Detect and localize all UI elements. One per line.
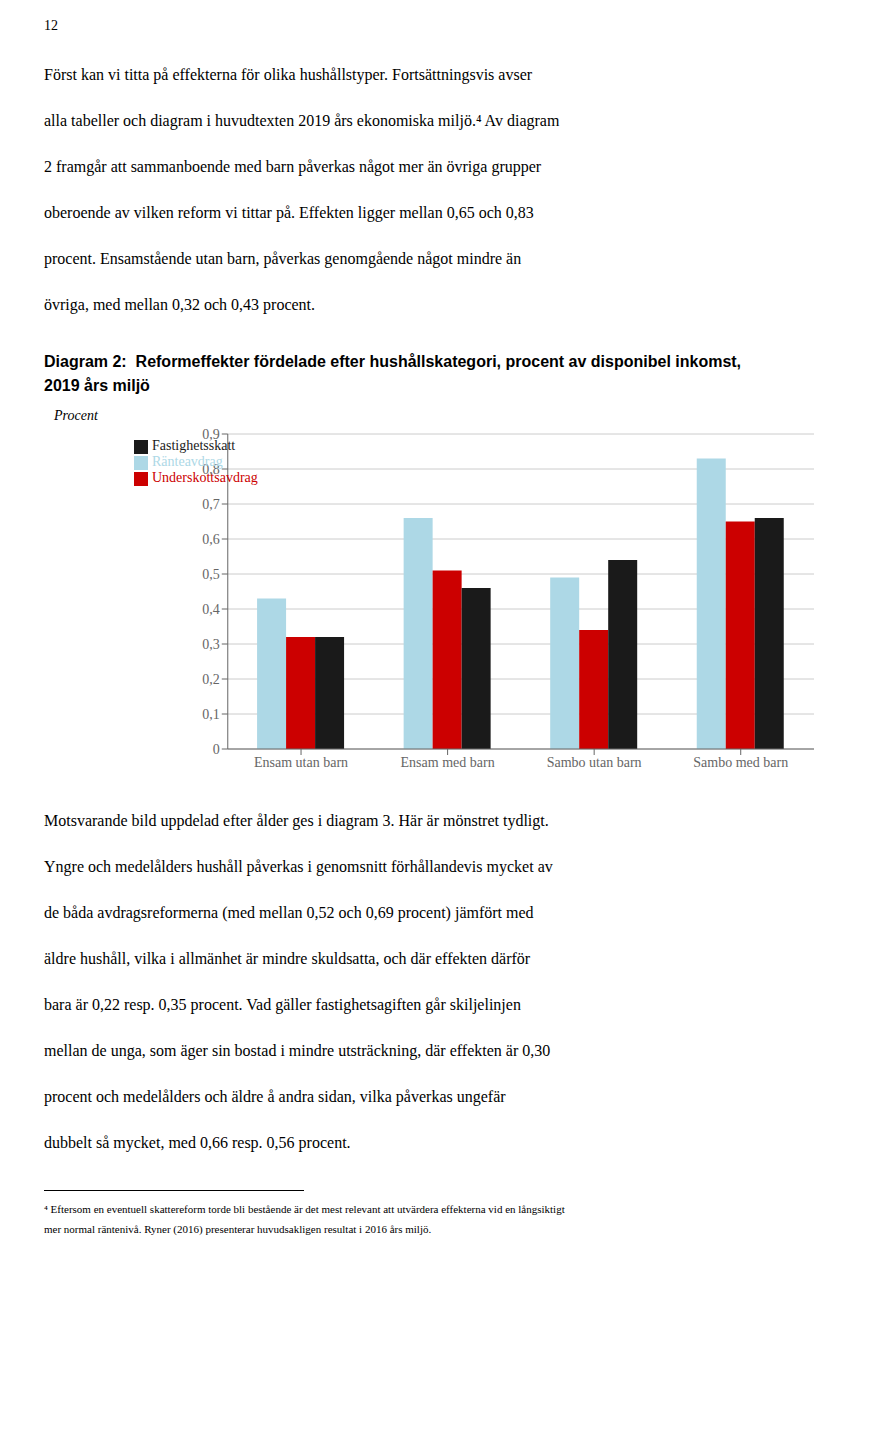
svg-text:0,8: 0,8 bbox=[202, 462, 220, 477]
svg-text:0,2: 0,2 bbox=[202, 672, 220, 687]
svg-text:0,9: 0,9 bbox=[202, 427, 220, 442]
svg-text:0,7: 0,7 bbox=[202, 497, 220, 512]
svg-text:Sambo utan barn: Sambo utan barn bbox=[547, 755, 642, 770]
svg-text:0,5: 0,5 bbox=[202, 567, 220, 582]
svg-text:0,4: 0,4 bbox=[202, 602, 220, 617]
svg-text:0,3: 0,3 bbox=[202, 637, 220, 652]
svg-text:Ensam med barn: Ensam med barn bbox=[401, 755, 495, 770]
svg-text:0,6: 0,6 bbox=[202, 532, 220, 547]
svg-text:0,1: 0,1 bbox=[202, 707, 220, 722]
svg-text:0: 0 bbox=[213, 742, 220, 757]
svg-text:Sambo med barn: Sambo med barn bbox=[693, 755, 788, 770]
svg-text:Ensam utan barn: Ensam utan barn bbox=[254, 755, 348, 770]
